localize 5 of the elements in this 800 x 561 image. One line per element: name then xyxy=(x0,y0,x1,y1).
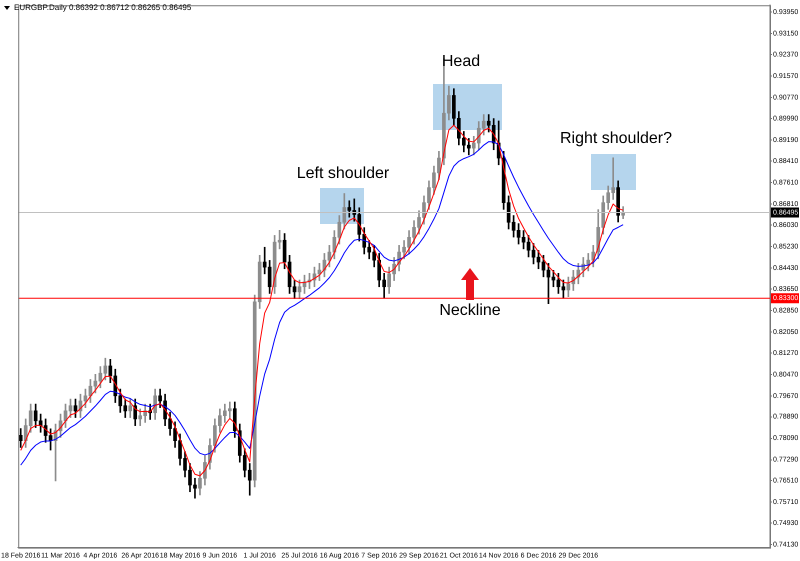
chart-title: EURGBP.Daily 0.86392 0.86712 0.86265 0.86495 xyxy=(14,3,192,12)
annotation: Left shoulder xyxy=(296,165,390,183)
annotation: Right shoulder? xyxy=(560,130,672,148)
annotation: Neckline xyxy=(439,302,501,320)
annotation: Head xyxy=(442,53,480,71)
